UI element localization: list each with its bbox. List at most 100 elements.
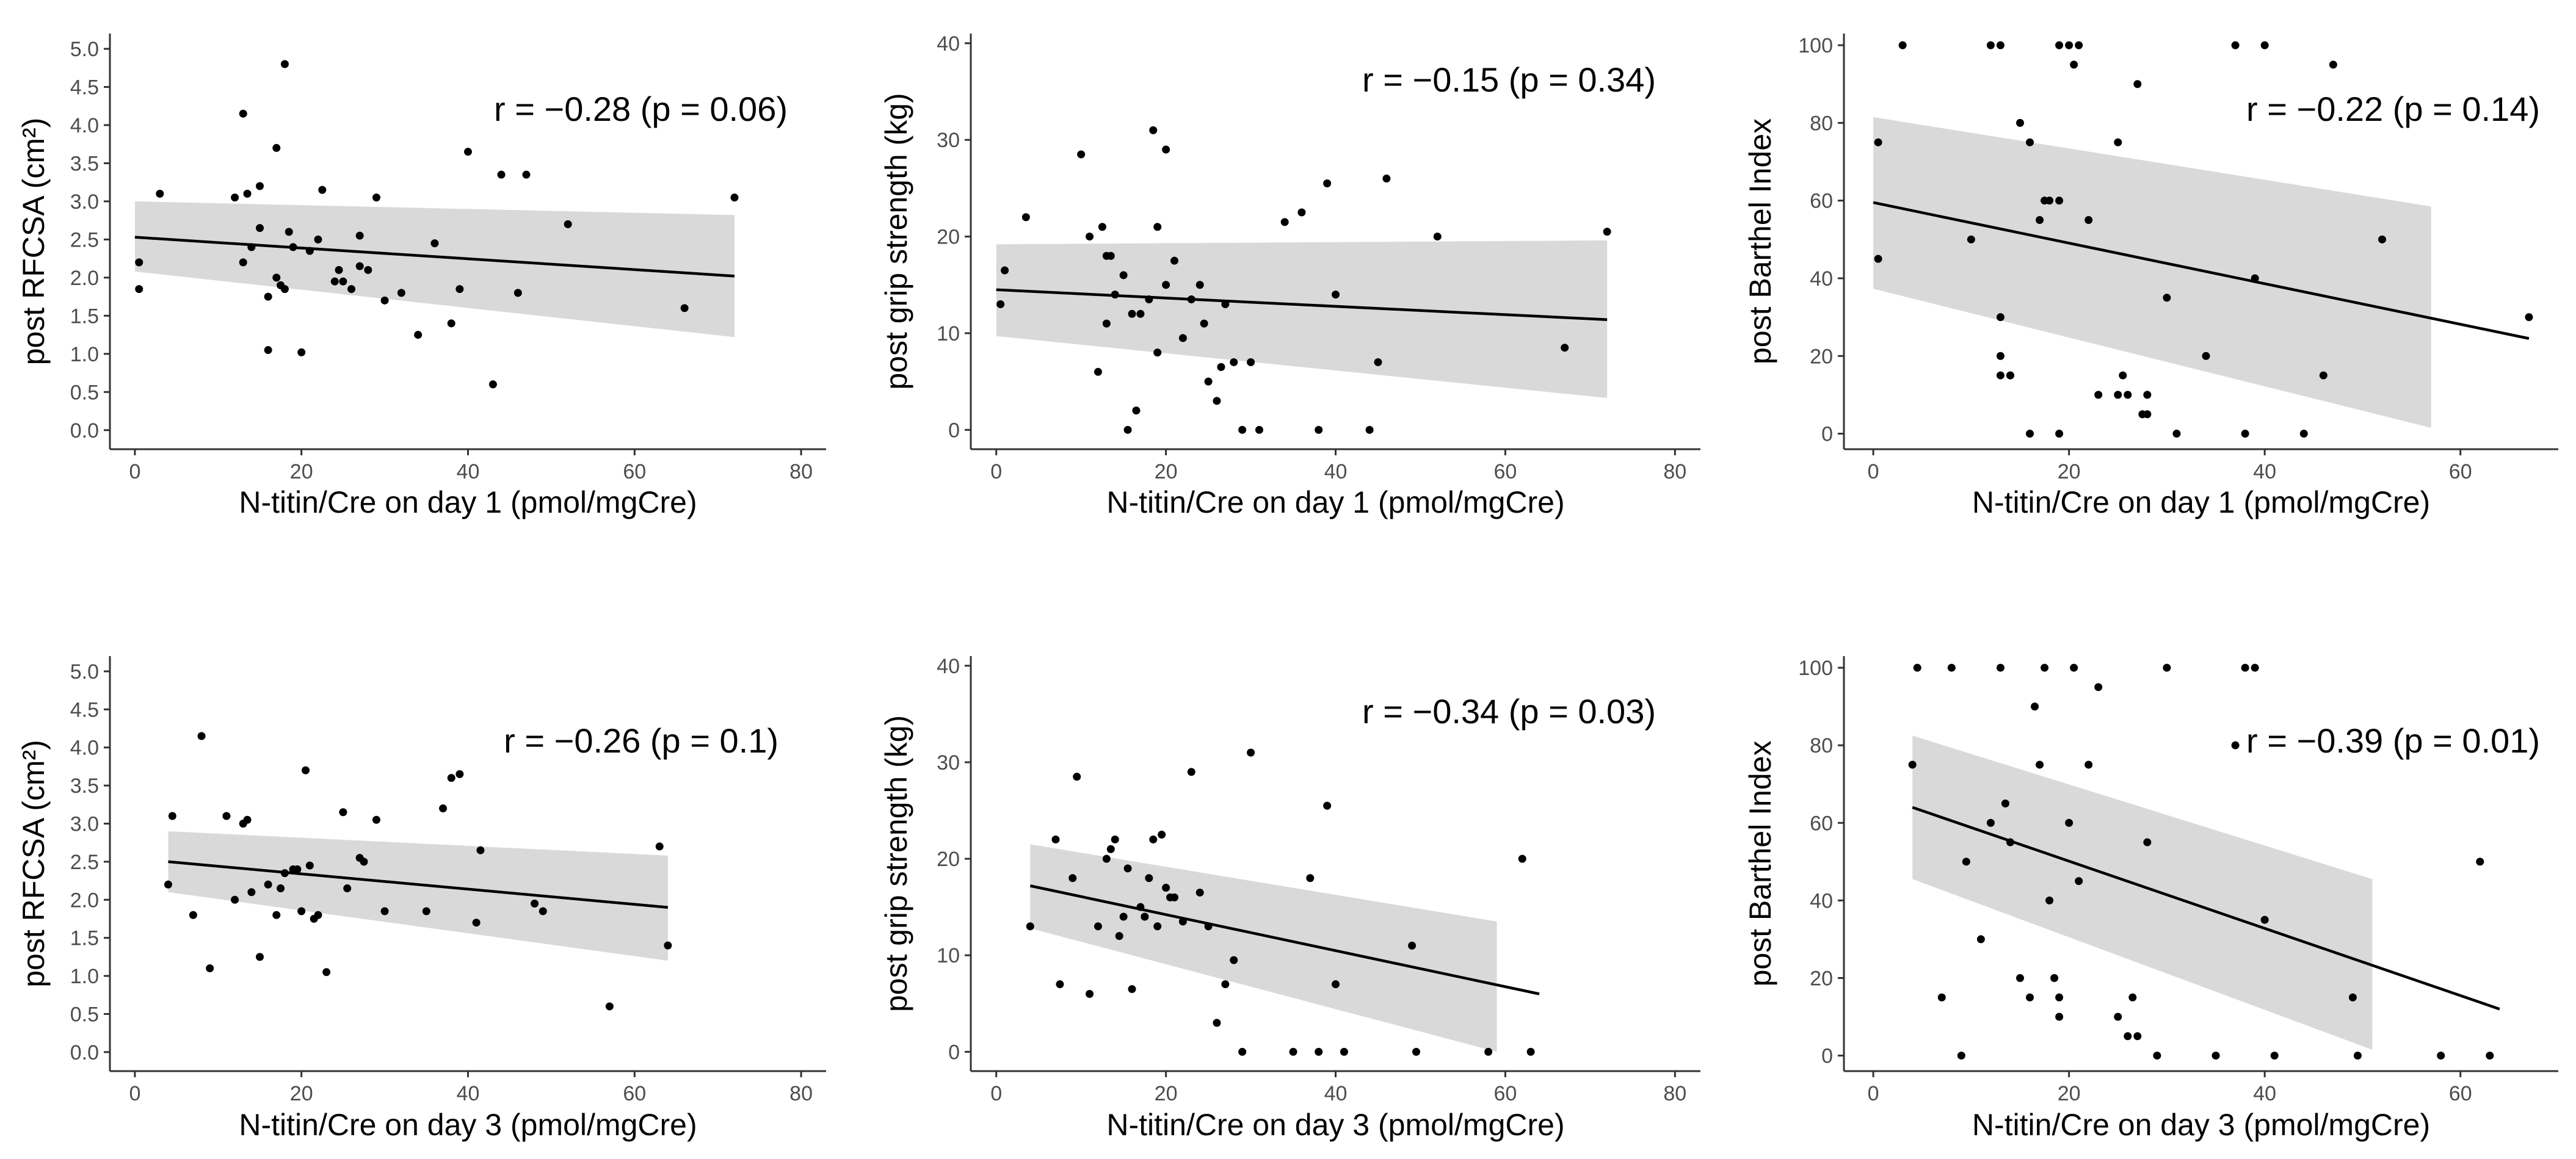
y-tick-label: 0 (1821, 1045, 1833, 1068)
x-tick-label: 20 (1155, 460, 1178, 483)
data-point (2094, 683, 2103, 691)
y-tick-label: 2.0 (70, 267, 99, 290)
axes-group: 0 20 40 60 80 0 10 20 30 40 (937, 655, 1700, 1105)
y-tick-label: 80 (1810, 112, 1833, 135)
y-axis-title: post Barthel Index (1743, 740, 1777, 986)
data-point (464, 148, 472, 156)
data-point (1306, 874, 1315, 883)
data-point (1094, 367, 1102, 376)
data-point (455, 285, 464, 294)
x-tick-label: 0 (1868, 1082, 1879, 1105)
data-point (422, 907, 430, 915)
correlation-annotation: r = −0.15 (p = 0.34) (1362, 60, 1656, 99)
data-point (476, 846, 485, 854)
axes-group: 0 20 40 60 80 0.0 0.5 1.0 1.5 2.0 2.5 3.0 3.5 4.0 4.5 5… (70, 656, 826, 1105)
data-point (2260, 915, 2269, 924)
regression-line (1912, 806, 2500, 1011)
data-point (497, 170, 506, 179)
regression-line (134, 236, 735, 278)
y-tick-label: 5.0 (70, 38, 99, 61)
data-point (322, 968, 331, 977)
points-group (996, 126, 1611, 434)
data-point (1526, 1047, 1535, 1056)
data-point (539, 907, 547, 915)
data-point (2119, 371, 2127, 380)
data-point (1898, 41, 1907, 49)
data-point (1213, 1019, 1221, 1027)
y-tick-label: 1.0 (70, 965, 99, 988)
data-point (1077, 150, 1086, 159)
data-point (360, 858, 368, 866)
data-point (996, 300, 1005, 308)
fit-line-group (1873, 201, 2530, 340)
y-tick-label: 80 (1810, 734, 1833, 757)
correlation-annotation: r = −0.22 (p = 0.14) (2246, 90, 2540, 128)
x-axis-title: N-titin/Cre on day 3 (pmol/mgCre) (1972, 1108, 2430, 1142)
y-axis-title: post grip strength (kg) (879, 93, 913, 389)
fit-line-group (996, 288, 1608, 322)
axes-group: 0 20 40 60 80 0 10 20 30 40 (937, 32, 1700, 483)
x-tick-label: 20 (1155, 1082, 1178, 1105)
data-point (2075, 41, 2083, 49)
data-point (2172, 430, 2181, 438)
data-point (680, 304, 689, 312)
axes-group: 0 20 40 60 0 20 40 60 80 100 (1798, 34, 2558, 483)
data-point (222, 812, 231, 820)
data-point (372, 193, 380, 202)
fit-line-group (1029, 884, 1540, 995)
data-point (239, 258, 247, 267)
data-point (1561, 344, 1569, 352)
data-point (314, 235, 322, 244)
data-point (1001, 266, 1009, 275)
y-tick-label: 3.5 (70, 152, 99, 175)
data-point (430, 239, 439, 248)
data-point (1106, 845, 1115, 853)
x-tick-label: 40 (457, 460, 480, 483)
regression-line (1029, 884, 1540, 995)
data-point (1382, 175, 1391, 183)
data-point (168, 812, 176, 820)
y-tick-label: 1.5 (70, 927, 99, 950)
data-point (380, 296, 389, 305)
y-tick-label: 30 (937, 751, 960, 774)
data-point (1068, 874, 1077, 883)
data-point (1102, 854, 1111, 863)
data-point (1874, 138, 1882, 146)
data-point (318, 186, 327, 194)
data-point (1412, 1047, 1421, 1056)
x-axis-title: N-titin/Cre on day 3 (pmol/mgCre) (239, 1108, 697, 1142)
data-point (1136, 309, 1145, 318)
data-point (1996, 41, 2005, 49)
data-point (1323, 179, 1332, 187)
panel-barthel-day3: 0 20 40 60 0 20 40 60 80 100 post Barthel Index N… (1743, 656, 2558, 1142)
regression-line (1873, 201, 2530, 340)
y-tick-label: 40 (1810, 267, 1833, 291)
data-point (1056, 980, 1064, 989)
regression-line (168, 860, 669, 909)
data-point (2075, 877, 2083, 886)
y-tick-label: 20 (937, 226, 960, 249)
data-point (1603, 228, 1611, 236)
data-point (1962, 858, 1970, 866)
data-point (1123, 864, 1132, 873)
data-point (1986, 41, 1995, 49)
data-point (314, 911, 322, 919)
data-point (564, 220, 572, 228)
data-point (272, 143, 281, 152)
y-tick-label: 20 (937, 848, 960, 871)
panel-rfcsa-day1: 0 20 40 60 80 0.0 0.5 1.0 1.5 2.0 2.5 3.0 3.5 4.0 4.5 5… (16, 34, 826, 519)
data-point (1913, 663, 1921, 672)
x-tick-label: 60 (623, 1082, 646, 1105)
data-point (355, 262, 364, 270)
data-point (1217, 363, 1225, 371)
data-point (1132, 406, 1141, 415)
data-point (2041, 663, 2049, 672)
y-tick-label: 100 (1798, 657, 1833, 680)
y-axis-title: post RFCSA (cm²) (16, 118, 51, 366)
data-point (1111, 835, 1119, 843)
data-point (339, 808, 347, 817)
y-tick-label: 4.0 (70, 737, 99, 760)
data-point (1996, 371, 2005, 380)
confidence-band (1030, 844, 1497, 1052)
data-point (2015, 118, 2024, 127)
